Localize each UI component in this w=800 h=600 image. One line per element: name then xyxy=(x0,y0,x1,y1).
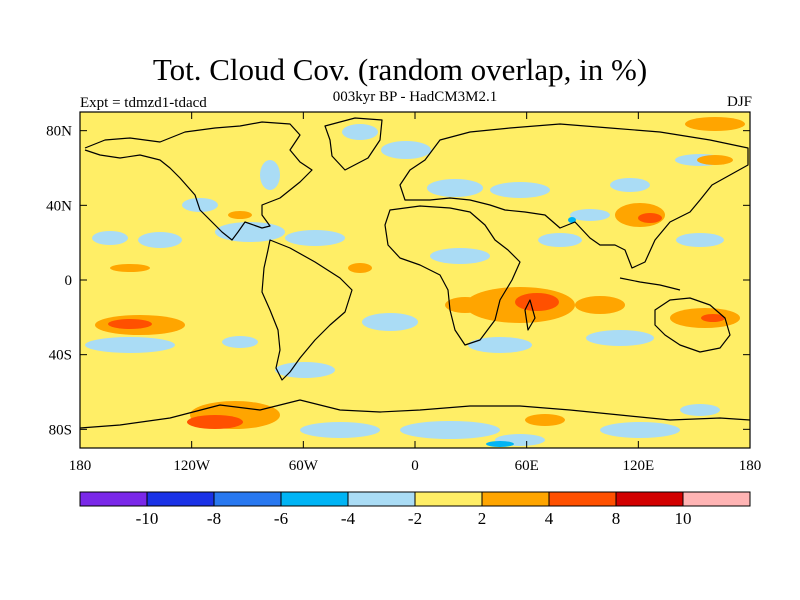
y-tick-label: 40N xyxy=(46,198,72,214)
colorbar-swatch xyxy=(79,491,148,507)
colorbar-label: -6 xyxy=(274,509,288,528)
colorbar-label: -10 xyxy=(136,509,159,528)
colorbar-swatch xyxy=(280,491,349,507)
colorbar-label: 8 xyxy=(612,509,621,528)
experiment-label: Expt = tdmzd1-tdacd xyxy=(80,95,207,111)
colorbar-swatch xyxy=(548,491,617,507)
colorbar-swatch xyxy=(414,491,483,507)
colorbar-swatch xyxy=(481,491,550,507)
colorbar-label: 4 xyxy=(545,509,554,528)
colorbar-label: -4 xyxy=(341,509,356,528)
map-background xyxy=(80,112,750,448)
coastlines xyxy=(80,117,750,429)
colorbar-swatch xyxy=(682,491,751,507)
x-tick-label: 60E xyxy=(515,458,539,474)
x-tick-label: 0 xyxy=(411,458,419,474)
colorbar-swatch xyxy=(615,491,684,507)
colorbar-swatch xyxy=(213,491,282,507)
colorbar-label: -8 xyxy=(207,509,221,528)
colorbar-labels: -10 -8 -6 -4 -2 2 4 8 10 xyxy=(136,509,692,528)
colorbar-swatch xyxy=(146,491,215,507)
colorbar xyxy=(79,491,751,507)
axis-ticks xyxy=(79,112,751,448)
colorbar-label: 2 xyxy=(478,509,487,528)
x-tick-label: 180 xyxy=(739,458,762,474)
x-tick-label: 180 xyxy=(69,458,92,474)
axis-labels: 80N 40N 0 40S 80S 180 120W 60W 0 60E 120E 180 xyxy=(46,124,761,474)
x-tick-label: 120W xyxy=(173,458,211,474)
y-tick-label: 0 xyxy=(65,273,73,289)
map-subtitle: 003kyr BP - HadCM3M2.1 xyxy=(332,89,498,105)
colorbar-label: -2 xyxy=(408,509,422,528)
colorbar-label: 10 xyxy=(675,509,692,528)
y-tick-label: 40S xyxy=(49,348,72,364)
anomaly-field xyxy=(85,117,745,447)
x-tick-label: 120E xyxy=(622,458,654,474)
y-tick-label: 80N xyxy=(46,124,72,140)
x-tick-label: 60W xyxy=(289,458,319,474)
colorbar-swatch xyxy=(347,491,416,507)
season-label: DJF xyxy=(726,94,752,110)
y-tick-label: 80S xyxy=(49,422,72,438)
map-title: Tot. Cloud Cov. (random overlap, in %) xyxy=(152,52,648,87)
